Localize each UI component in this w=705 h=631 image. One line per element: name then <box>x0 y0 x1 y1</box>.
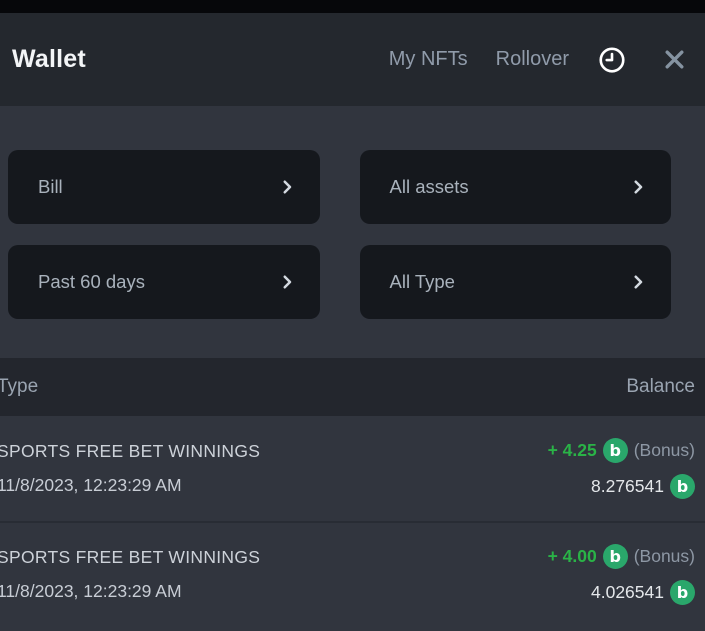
transaction-info: SPORTS FREE BET WINNINGS 11/8/2023, 12:2… <box>0 547 260 602</box>
filter-type-label: All Type <box>389 271 455 292</box>
bcd-coin-icon: b <box>602 438 628 463</box>
nav-rollover[interactable]: Rollover <box>495 48 569 70</box>
chevron-right-icon <box>278 273 296 291</box>
chevron-right-icon <box>278 178 296 196</box>
balance-value: 4.026541 <box>591 582 664 602</box>
clock-icon <box>597 45 627 75</box>
history-button[interactable] <box>597 45 627 75</box>
filter-assets-label: All assets <box>389 176 469 197</box>
transaction-date: 11/8/2023, 12:23:29 AM <box>0 581 182 601</box>
chevron-right-icon <box>629 273 647 291</box>
bonus-line: + 4.00 b (Bonus) <box>548 544 695 569</box>
top-strip <box>0 0 705 13</box>
bonus-amount: + 4.00 <box>547 546 597 566</box>
filter-section: Bill All assets Past 60 days All Type <box>0 106 705 358</box>
bcd-coin-icon: b <box>602 544 628 569</box>
filter-assets-button[interactable]: All assets <box>359 150 671 224</box>
table-header: Type Balance <box>0 358 705 416</box>
bonus-amount: + 4.25 <box>547 440 597 460</box>
bonus-label: (Bonus) <box>633 546 695 566</box>
filter-type-button[interactable]: All Type <box>359 245 671 319</box>
wallet-header: Wallet My NFTs Rollover <box>0 13 705 106</box>
bcd-coin-icon: b <box>670 580 695 605</box>
transaction-amounts: + 4.25 b (Bonus) 8.276541 b <box>548 438 695 499</box>
transaction-type: SPORTS FREE BET WINNINGS <box>0 441 261 461</box>
filter-period-label: Past 60 days <box>38 271 145 292</box>
balance-line: 4.026541 b <box>591 580 695 605</box>
close-button[interactable] <box>661 46 688 73</box>
bcd-coin-icon: b <box>670 474 695 499</box>
balance-value: 8.276541 <box>591 476 664 496</box>
balance-line: 8.276541 b <box>591 474 695 499</box>
transaction-info: SPORTS FREE BET WINNINGS 11/8/2023, 12:2… <box>0 441 260 496</box>
transaction-type: SPORTS FREE BET WINNINGS <box>0 547 261 567</box>
page-title: Wallet <box>12 45 86 73</box>
transaction-date: 11/8/2023, 12:23:29 AM <box>0 475 182 495</box>
transaction-row: SPORTS FREE BET WINNINGS 11/8/2023, 12:2… <box>0 416 705 521</box>
close-icon <box>661 46 688 73</box>
nav-my-nfts[interactable]: My NFTs <box>388 48 468 70</box>
filter-bill-label: Bill <box>38 176 63 197</box>
bonus-line: + 4.25 b (Bonus) <box>548 438 695 463</box>
filter-bill-button[interactable]: Bill <box>8 150 320 224</box>
transaction-amounts: + 4.00 b (Bonus) 4.026541 b <box>548 544 695 605</box>
column-header-type: Type <box>0 376 39 397</box>
transaction-list: SPORTS FREE BET WINNINGS 11/8/2023, 12:2… <box>0 416 705 626</box>
transaction-row: SPORTS FREE BET WINNINGS 11/8/2023, 12:2… <box>0 521 705 626</box>
filter-period-button[interactable]: Past 60 days <box>8 245 320 319</box>
header-nav: My NFTs Rollover <box>389 45 688 75</box>
bonus-label: (Bonus) <box>633 440 695 460</box>
chevron-right-icon <box>629 178 647 196</box>
column-header-balance: Balance <box>626 376 695 397</box>
